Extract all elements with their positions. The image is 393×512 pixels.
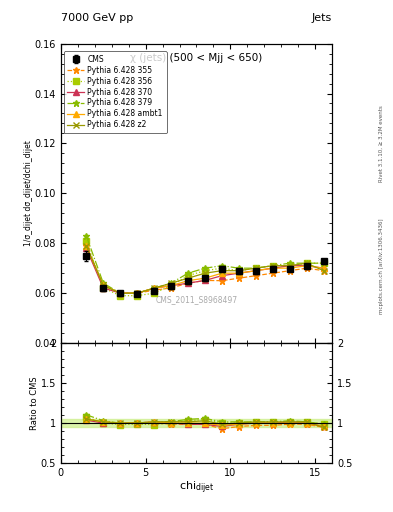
- X-axis label: chi$_{\mathregular{dijet}}$: chi$_{\mathregular{dijet}}$: [179, 480, 214, 496]
- Y-axis label: 1/σ_dijet dσ_dijet/dchi_dijet: 1/σ_dijet dσ_dijet/dchi_dijet: [24, 140, 33, 246]
- Text: Jets: Jets: [312, 13, 332, 23]
- Legend: CMS, Pythia 6.428 355, Pythia 6.428 356, Pythia 6.428 370, Pythia 6.428 379, Pyt: CMS, Pythia 6.428 355, Pythia 6.428 356,…: [64, 51, 167, 133]
- Text: CMS_2011_S8968497: CMS_2011_S8968497: [156, 295, 237, 305]
- Text: 7000 GeV pp: 7000 GeV pp: [61, 13, 133, 23]
- Text: mcplots.cern.ch [arXiv:1306.3436]: mcplots.cern.ch [arXiv:1306.3436]: [379, 219, 384, 314]
- Bar: [61, 419, 332, 428]
- Y-axis label: Ratio to CMS: Ratio to CMS: [30, 376, 39, 430]
- Text: Rivet 3.1.10, ≥ 3.2M events: Rivet 3.1.10, ≥ 3.2M events: [379, 105, 384, 182]
- Text: χ (jets) (500 < Mjj < 650): χ (jets) (500 < Mjj < 650): [130, 53, 263, 62]
